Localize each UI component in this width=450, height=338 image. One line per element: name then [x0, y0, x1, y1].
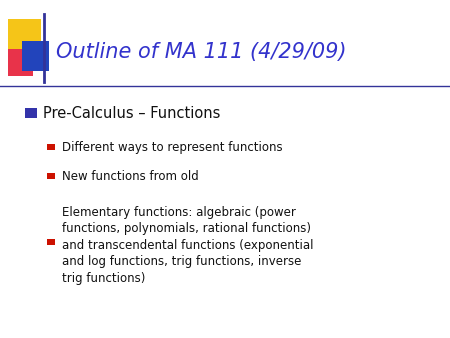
- FancyBboxPatch shape: [8, 49, 33, 76]
- FancyBboxPatch shape: [25, 108, 37, 118]
- FancyBboxPatch shape: [22, 41, 49, 71]
- Text: Pre-Calculus – Functions: Pre-Calculus – Functions: [43, 106, 220, 121]
- FancyBboxPatch shape: [47, 239, 55, 245]
- Text: New functions from old: New functions from old: [62, 170, 198, 183]
- FancyBboxPatch shape: [47, 144, 55, 150]
- FancyBboxPatch shape: [8, 19, 40, 49]
- Text: Outline of MA 111 (4/29/09): Outline of MA 111 (4/29/09): [56, 42, 347, 63]
- FancyBboxPatch shape: [47, 173, 55, 179]
- Text: Elementary functions: algebraic (power
functions, polynomials, rational function: Elementary functions: algebraic (power f…: [62, 206, 313, 285]
- Text: Different ways to represent functions: Different ways to represent functions: [62, 141, 282, 153]
